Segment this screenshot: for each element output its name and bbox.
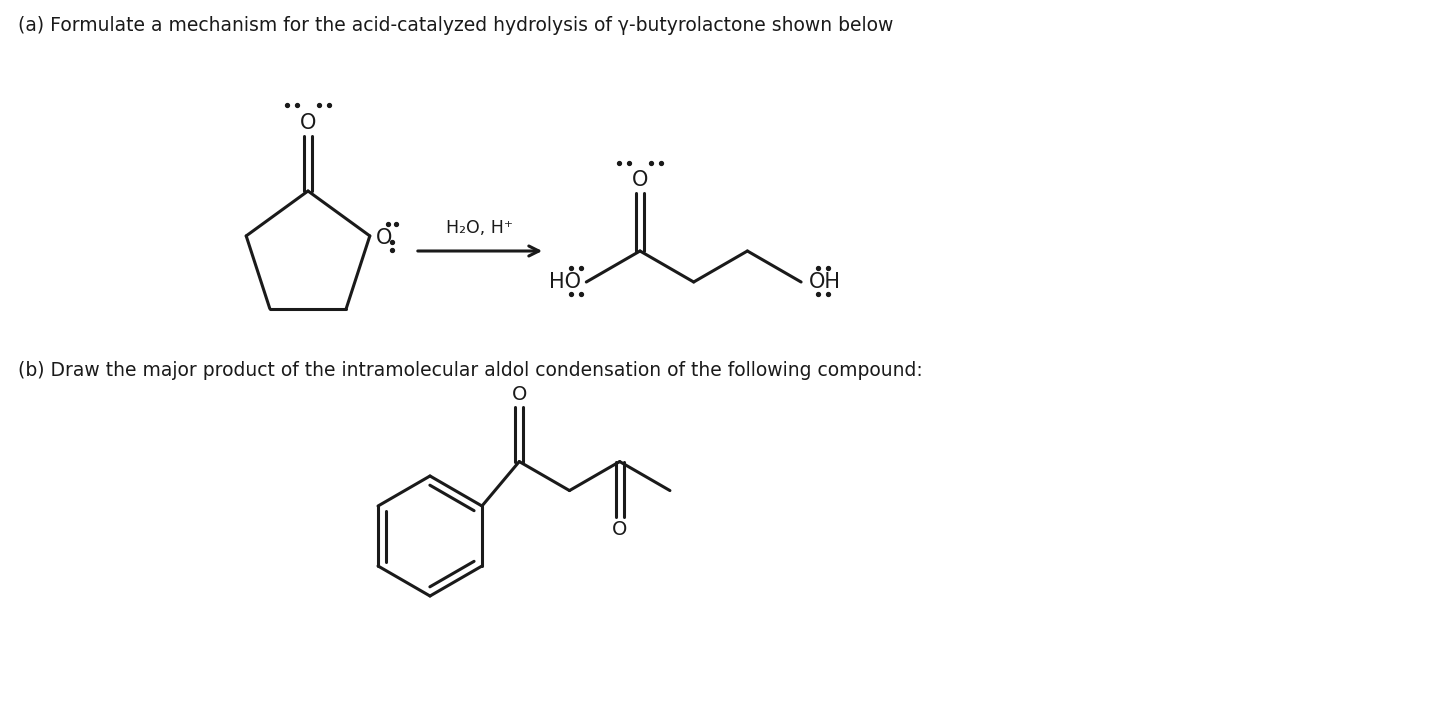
Text: HO: HO (549, 272, 581, 292)
Text: O: O (300, 113, 315, 133)
Text: OH: OH (809, 272, 842, 292)
Text: (b) Draw the major product of the intramolecular aldol condensation of the follo: (b) Draw the major product of the intram… (19, 361, 922, 380)
Text: O: O (612, 520, 628, 539)
Text: H₂O, H⁺: H₂O, H⁺ (446, 219, 513, 237)
Text: O: O (376, 228, 391, 248)
Text: (a) Formulate a mechanism for the acid-catalyzed hydrolysis of γ-butyrolactone s: (a) Formulate a mechanism for the acid-c… (19, 16, 893, 35)
Text: O: O (512, 385, 526, 404)
Text: O: O (632, 170, 648, 190)
